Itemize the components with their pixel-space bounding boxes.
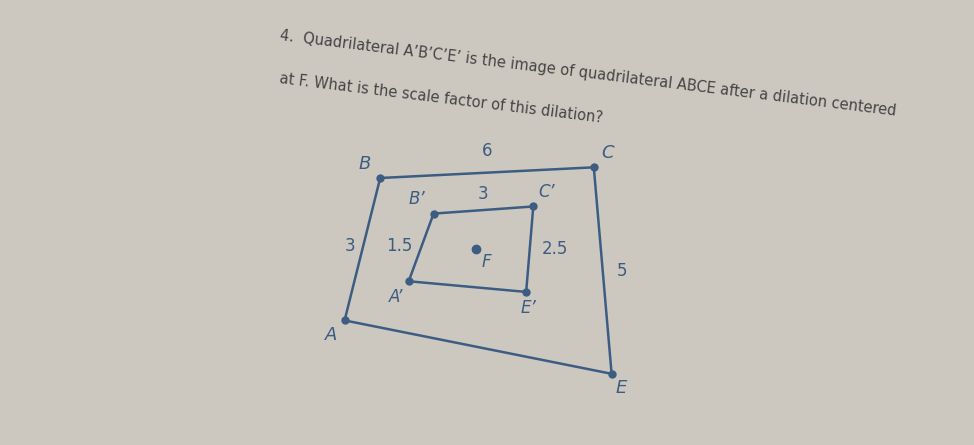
- Text: 6: 6: [482, 142, 492, 160]
- Text: B’: B’: [408, 190, 425, 208]
- Text: C: C: [601, 144, 614, 162]
- Text: E: E: [616, 379, 626, 397]
- Text: 1.5: 1.5: [386, 237, 412, 255]
- Text: E’: E’: [520, 299, 536, 317]
- Text: 3: 3: [478, 185, 489, 203]
- Text: A’: A’: [389, 288, 403, 306]
- Text: A: A: [325, 326, 337, 344]
- Text: 3: 3: [345, 237, 356, 255]
- Text: 2.5: 2.5: [543, 240, 569, 258]
- Text: at F. What is the scale factor of this dilation?: at F. What is the scale factor of this d…: [279, 71, 604, 126]
- Text: B: B: [359, 155, 371, 173]
- Text: F: F: [482, 253, 491, 271]
- Text: 5: 5: [617, 262, 627, 279]
- Text: C’: C’: [539, 183, 555, 201]
- Text: 4.  Quadrilateral A’B’C’E’ is the image of quadrilateral ABCE after a dilation c: 4. Quadrilateral A’B’C’E’ is the image o…: [279, 28, 897, 119]
